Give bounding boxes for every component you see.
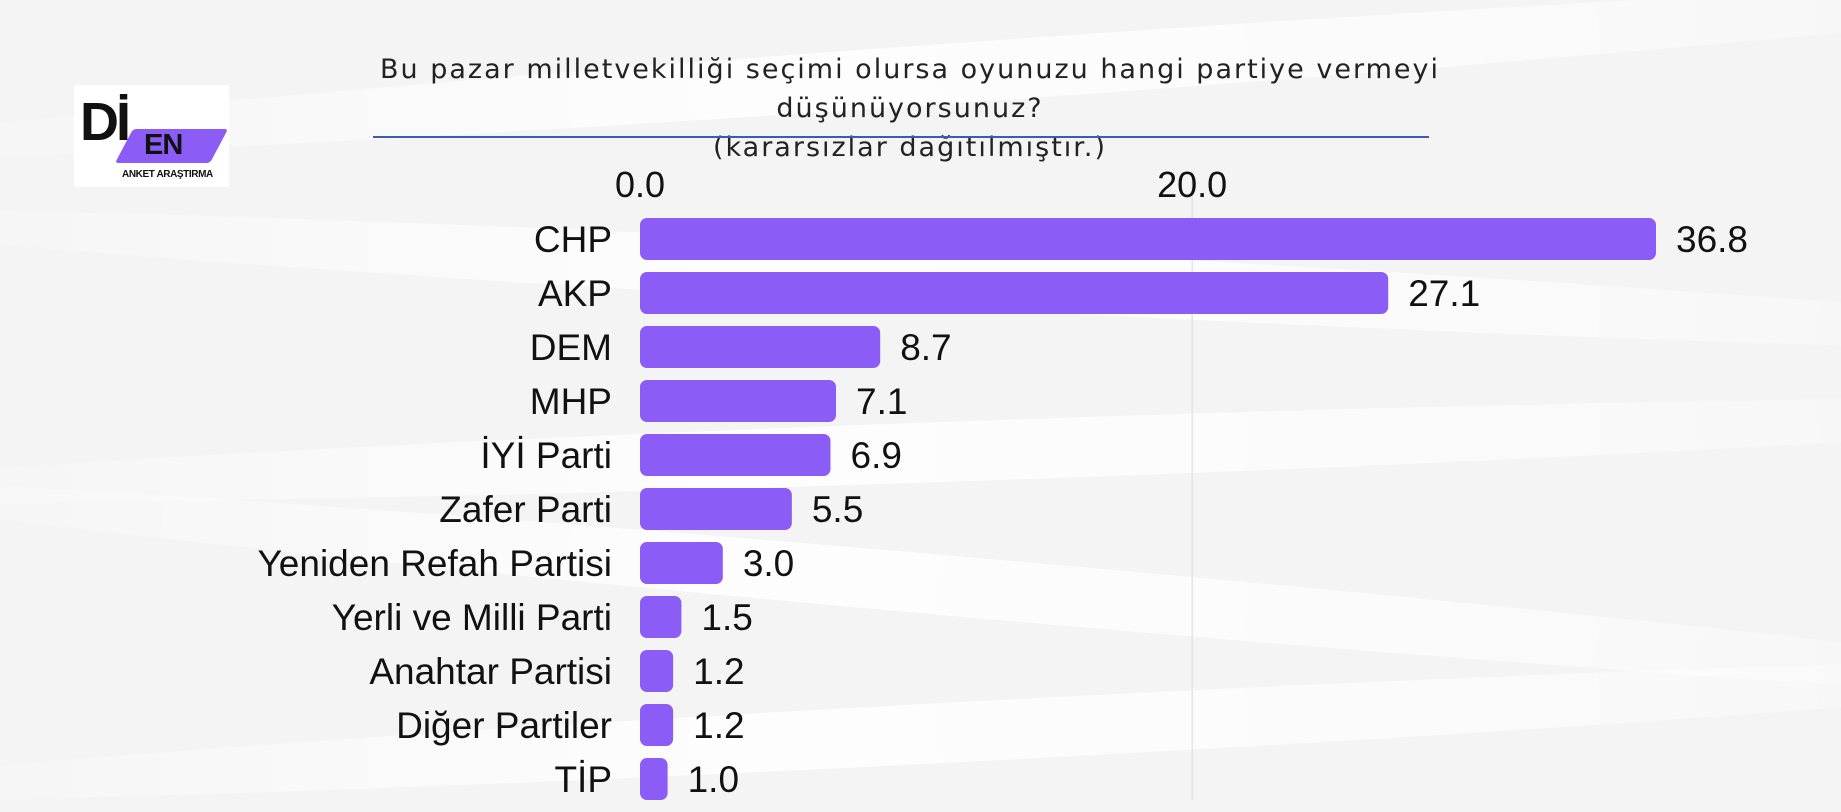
category-label: İYİ Parti [480,435,612,476]
bar [640,218,1656,260]
category-label: DEM [530,327,612,368]
value-label: 3.0 [743,543,794,584]
bar [640,434,831,476]
x-tick-label: 0.0 [615,164,665,205]
category-label: Yerli ve Milli Parti [332,597,612,638]
chart-title: Bu pazar milletvekilliği seçimi olursa o… [380,54,1440,124]
value-label: 1.5 [701,597,752,638]
title-divider [373,136,1429,138]
value-label: 5.5 [812,489,863,530]
bar [640,488,792,530]
bar [640,596,682,638]
category-label: CHP [534,219,612,260]
value-label: 1.2 [693,705,744,746]
brand-logo: Dİ EN ANKET ARAŞTIRMA [74,85,229,187]
x-tick-label: 20.0 [1157,164,1227,205]
value-label: 7.1 [856,381,907,422]
category-label: Anahtar Partisi [369,651,612,692]
value-label: 1.0 [688,759,739,800]
bar [640,704,674,746]
logo-tagline: ANKET ARAŞTIRMA [122,169,213,180]
value-label: 27.1 [1408,273,1480,314]
value-label: 1.2 [693,651,744,692]
value-label: 8.7 [900,327,951,368]
category-label: Zafer Parti [439,489,612,530]
category-label: Diğer Partiler [396,705,612,746]
bar [640,542,723,584]
bar [640,326,881,368]
bar [640,650,674,692]
bar [640,758,668,800]
value-label: 36.8 [1676,219,1748,260]
logo-badge-text: EN [144,129,183,161]
category-label: TİP [554,759,612,800]
category-label: MHP [530,381,612,422]
logo-main-text: Dİ [80,92,131,152]
category-label: Yeniden Refah Partisi [258,543,612,584]
value-label: 6.9 [851,435,902,476]
bar [640,380,837,422]
category-label: AKP [538,273,612,314]
bar [640,272,1389,314]
